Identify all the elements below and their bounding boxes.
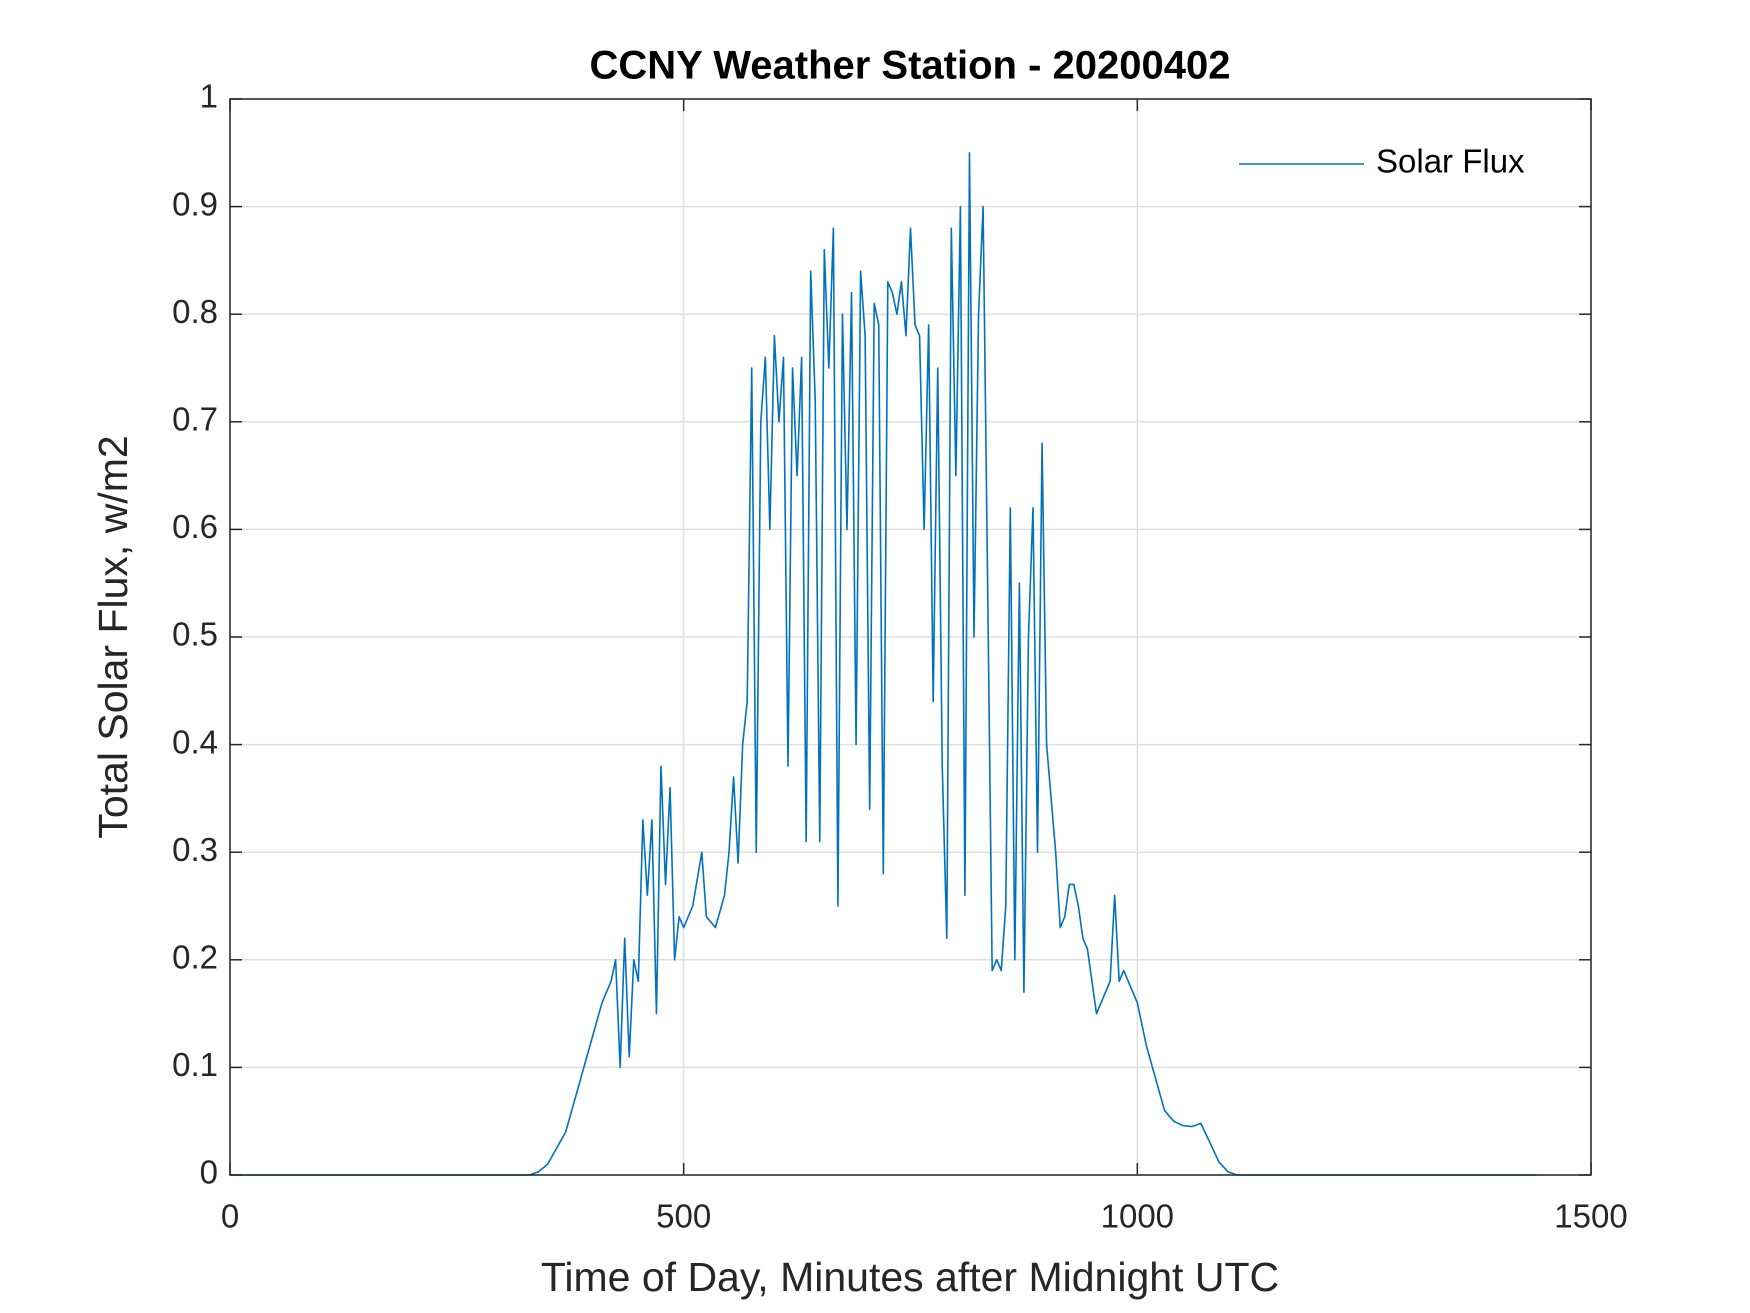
x-tick-label: 1000	[1101, 1198, 1174, 1235]
y-axis-label: Total Solar Flux, w/m2	[90, 435, 136, 838]
x-tick-label: 500	[656, 1198, 711, 1235]
data-line	[230, 152, 1537, 1176]
y-tick-label: 0.8	[172, 293, 218, 330]
y-tick-label: 0.5	[172, 616, 218, 653]
y-tick-label: 0.1	[172, 1046, 218, 1083]
legend-label: Solar Flux	[1376, 143, 1525, 180]
y-tick-label: 0.7	[172, 401, 218, 438]
x-tick-label: 1500	[1554, 1198, 1627, 1235]
y-tick-label: 0.3	[172, 831, 218, 868]
y-tick-label: 0.6	[172, 508, 218, 545]
y-tick-label: 0.4	[172, 723, 218, 760]
y-tick-label: 0.2	[172, 939, 218, 976]
chart-title: CCNY Weather Station - 20200402	[590, 44, 1231, 88]
y-tick-label: 0.9	[172, 185, 218, 222]
y-tick-label: 0	[200, 1154, 218, 1191]
y-tick-label: 1	[200, 78, 218, 115]
x-tick-label: 0	[221, 1198, 239, 1235]
x-axis-label: Time of Day, Minutes after Midnight UTC	[541, 1254, 1279, 1300]
axes-box	[229, 98, 1592, 1176]
